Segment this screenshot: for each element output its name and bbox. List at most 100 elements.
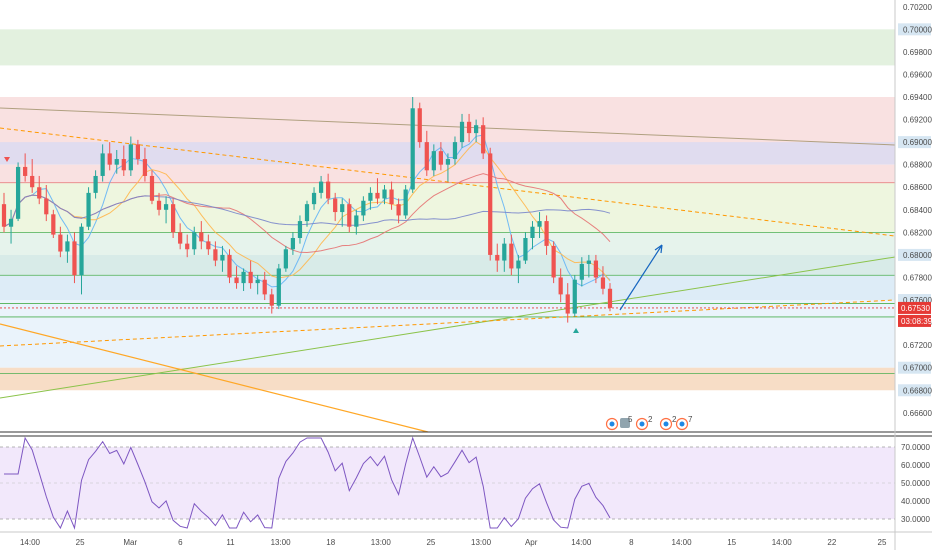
trendline-dashed-lower [0,299,896,347]
candle-body [326,181,331,199]
event-badge-count: 5 [628,415,633,424]
time-tick-label: 14:00 [672,538,693,547]
time-tick-label: Apr [525,538,538,547]
candle-body [488,153,493,255]
low-marker [573,328,579,333]
price-tick-label: 0.67800 [903,273,932,282]
projection-arrow [619,244,663,311]
candle-body [495,254,500,261]
candle-body [199,232,204,242]
price-tick-label: 0.70000 [903,25,932,34]
price-tick-label: 0.68200 [903,228,932,237]
price-tick-label: 0.69000 [903,138,932,147]
price-tick-highlight [898,23,931,36]
projection-arrow-head [654,244,663,254]
candle-body [23,166,28,176]
time-tick-label: 25 [878,538,887,547]
candle-body [51,214,56,235]
fib-zone [0,182,895,233]
event-badge-count: 7 [688,415,693,424]
candle-body [192,232,197,250]
fib-zone [0,275,895,301]
candle-body [213,249,218,261]
event-badges[interactable]: 5 2 2 7 [605,415,694,431]
candle-body [600,277,606,289]
price-tick-label: 0.66600 [903,409,932,418]
candle-body [438,151,443,165]
candle-body [8,218,14,227]
price-tick-label: 0.68400 [903,206,932,215]
candle-body [37,187,42,199]
price-tick-label: 0.69200 [903,116,932,125]
time-tick-label: 25 [76,538,85,547]
candle-body [135,144,140,160]
trendline-top [0,107,896,146]
price-tick-label: 0.70200 [903,3,932,12]
flag-icon-center [609,421,615,427]
candle-body [1,204,7,227]
time-tick-label: 13:00 [271,538,292,547]
candle-body [375,192,380,199]
candle-body [79,226,84,276]
candle-body [262,279,267,295]
flag-icon-center [663,421,669,427]
candle-body [502,243,507,261]
candle-body [100,153,105,176]
flag-icon-center [639,421,645,427]
candle-body [417,108,422,143]
time-tick-label: 18 [326,538,335,547]
candle-body [72,241,77,276]
candle-body [121,159,126,171]
price-tick-label: 0.69600 [903,70,932,79]
candle-body [452,142,458,160]
candle-body [206,241,211,250]
rsi-tick-label: 70.0000 [901,443,930,452]
candle-body [311,192,317,205]
candle-body [142,159,148,176]
time-tick-label: 15 [727,538,736,547]
time-tick-label: Mar [123,538,137,547]
price-tick-highlight [898,136,931,149]
candle-body [523,237,528,261]
time-tick-label: 14:00 [20,538,41,547]
candle-body [431,151,436,171]
high-marker [4,157,10,162]
time-tick-label: 22 [827,538,836,547]
candle-body [93,175,98,193]
candle-body [572,279,577,314]
event-badge: 2 [659,415,677,431]
candle-body [389,189,394,205]
price-tick-label: 0.69400 [903,93,932,102]
rsi-tick-label: 50.0000 [901,479,930,488]
rsi-tick-label: 40.0000 [901,497,930,506]
calendar-icon [620,418,630,428]
candle-body [185,243,190,250]
event-badge-count: 2 [648,415,653,424]
candle-body [593,260,599,278]
candle-body [586,260,591,264]
candle-body [410,108,415,190]
candle-body [396,204,401,216]
rsi-line [4,436,611,530]
flag-icon-center [679,421,685,427]
price-tick-label: 0.69800 [903,48,932,57]
candle-body [227,254,232,278]
markers [4,157,663,333]
fibonacci-zones [0,29,895,391]
candle-body [537,221,542,227]
event-badge: 2 [635,415,653,431]
candle-body [65,241,70,252]
candle-body [459,121,465,143]
price-tick-highlight [898,384,931,397]
candle-body [255,279,260,284]
candle-body [58,234,63,252]
candle-body [248,271,253,284]
candle-body [241,271,246,284]
event-badge: 7 [675,415,693,431]
candle-body [234,277,239,284]
candle-body [220,254,225,261]
candle-body [15,166,21,219]
candle-body [530,226,535,238]
moving-average-line [3,141,611,282]
